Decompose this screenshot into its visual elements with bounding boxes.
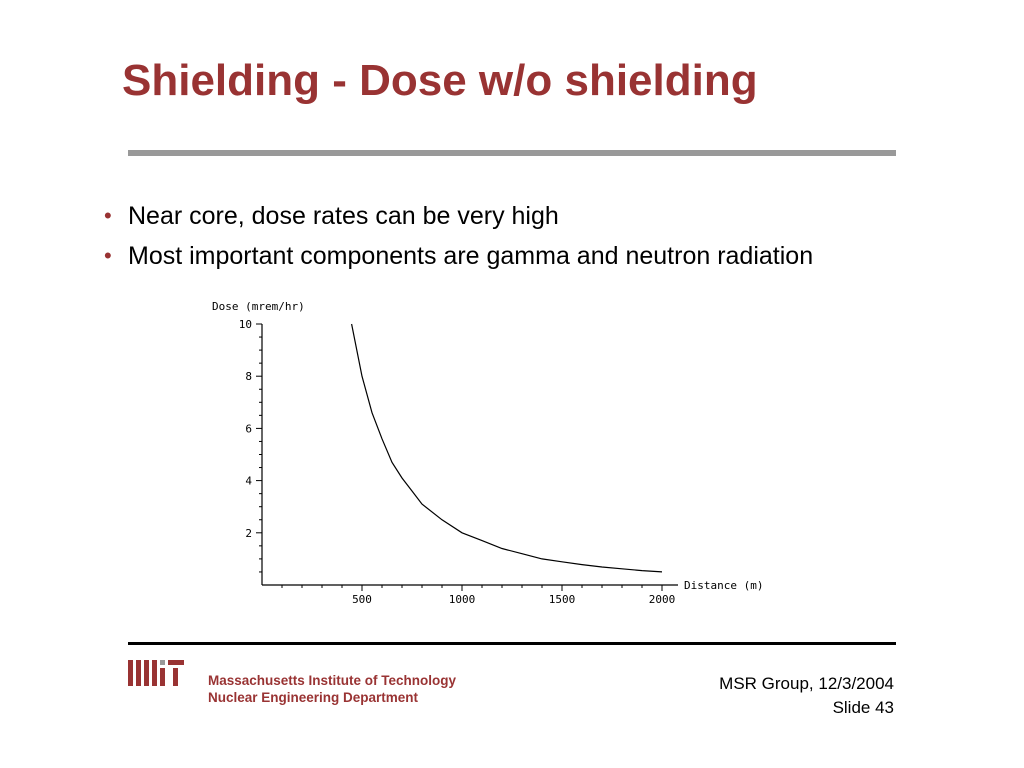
footer-info: MSR Group, 12/3/2004 Slide 43 xyxy=(719,672,894,720)
footer-group-date: MSR Group, 12/3/2004 xyxy=(719,674,894,693)
x-tick-label: 1500 xyxy=(549,593,576,606)
x-axis-label: Distance (m) xyxy=(684,579,763,592)
dose-chart: Dose (mrem/hr) Distance (m) 500 1000 1500 2… xyxy=(212,300,763,606)
mit-logo xyxy=(128,660,184,686)
y-tick-label: 10 xyxy=(239,318,252,331)
y-axis-label: Dose (mrem/hr) xyxy=(212,300,305,313)
x-tick-label: 2000 xyxy=(649,593,676,606)
bullet-icon: • xyxy=(104,243,112,268)
slide-number: Slide 43 xyxy=(832,698,894,717)
bullet-text: Most important components are gamma and … xyxy=(128,242,814,270)
bullet-text: Near core, dose rates can be very high xyxy=(128,202,559,230)
slide-title: Shielding - Dose w/o shielding xyxy=(122,56,758,105)
y-tick-label: 6 xyxy=(245,422,252,435)
bullet-item: • Most important components are gamma an… xyxy=(104,236,813,276)
bullet-list: • Near core, dose rates can be very high… xyxy=(104,196,813,276)
x-tick-label: 500 xyxy=(352,593,372,606)
y-tick-label: 2 xyxy=(245,527,252,540)
bullet-item: • Near core, dose rates can be very high xyxy=(104,196,813,236)
bullet-icon: • xyxy=(104,203,112,228)
footer-divider xyxy=(128,642,896,645)
y-tick-label: 8 xyxy=(245,370,252,383)
y-tick-label: 4 xyxy=(245,475,252,488)
institution-line-1: Massachusetts Institute of Technology xyxy=(208,673,457,688)
institution-line-2: Nuclear Engineering Department xyxy=(208,690,419,705)
institution-name: Massachusetts Institute of Technology Nu… xyxy=(208,672,456,706)
x-tick-label: 1000 xyxy=(449,593,476,606)
title-divider xyxy=(128,150,896,156)
dose-curve xyxy=(351,323,663,573)
